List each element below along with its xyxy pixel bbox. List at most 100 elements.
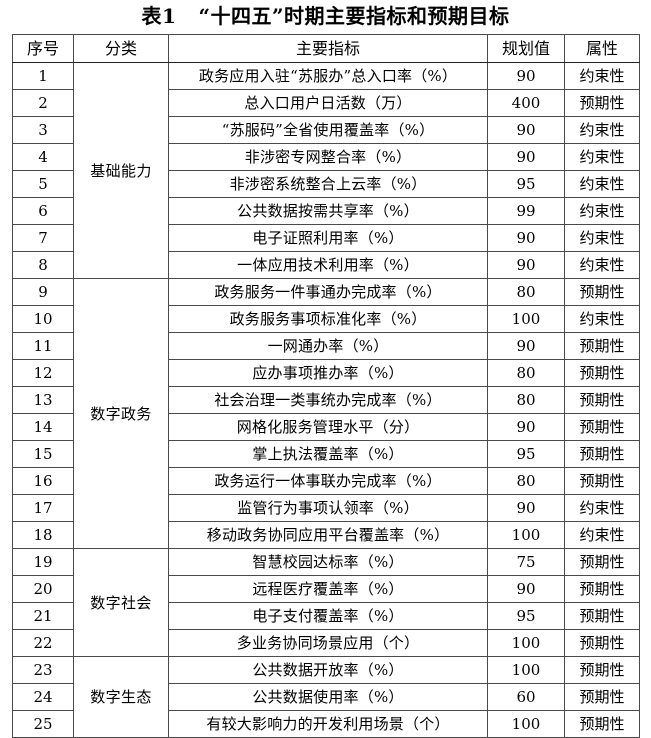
cell-value: 100 [487, 629, 565, 657]
cell-attribute: 预期性 [564, 683, 640, 711]
cell-seq: 2 [12, 89, 74, 117]
cell-indicator: “苏服码”全省使用覆盖率（%） [168, 116, 488, 144]
table-row: 7 电子证照利用率（%） 90 约束性 [12, 224, 640, 252]
cell-attribute: 约束性 [564, 521, 640, 549]
cell-indicator: 公共数据开放率（%） [168, 656, 488, 684]
table-title-text: “十四五”时期主要指标和预期目标 [198, 4, 510, 28]
table-row: 4 非涉密专网整合率（%） 90 约束性 [12, 143, 640, 171]
cell-seq: 12 [12, 359, 74, 387]
cell-indicator: 政务服务一件事通办完成率（%） [168, 278, 488, 306]
column-header-category: 分类 [73, 34, 169, 63]
cell-value: 80 [487, 467, 565, 495]
cell-value: 80 [487, 359, 565, 387]
cell-attribute: 约束性 [564, 143, 640, 171]
cell-seq: 19 [12, 548, 74, 576]
cell-indicator: 社会治理一类事统办完成率（%） [168, 386, 488, 414]
cell-attribute: 预期性 [564, 413, 640, 441]
cell-attribute: 预期性 [564, 548, 640, 576]
cell-indicator: 政务服务事项标准化率（%） [168, 305, 488, 333]
table-header: 序号 分类 主要指标 规划值 属性 [12, 34, 640, 63]
column-header-seq: 序号 [12, 34, 74, 63]
table-row: 22 多业务协同场景应用（个） 100 预期性 [12, 629, 640, 657]
cell-attribute: 约束性 [564, 251, 640, 279]
cell-indicator: 远程医疗覆盖率（%） [168, 575, 488, 603]
column-header-value: 规划值 [487, 34, 565, 63]
cell-seq: 13 [12, 386, 74, 414]
cell-indicator: 非涉密专网整合率（%） [168, 143, 488, 171]
table-row: 13 社会治理一类事统办完成率（%） 80 预期性 [12, 386, 640, 414]
cell-attribute: 预期性 [564, 359, 640, 387]
cell-value: 100 [487, 521, 565, 549]
table-row: 21 电子支付覆盖率（%） 95 预期性 [12, 602, 640, 630]
table-row: 9 数字政务 政务服务一件事通办完成率（%） 80 预期性 [12, 278, 640, 549]
cell-seq: 18 [12, 521, 74, 549]
cell-indicator: 总入口用户日活数（万） [168, 89, 488, 117]
table-row: 19 数字社会 智慧校园达标率（%） 75 预期性 [12, 548, 640, 657]
cell-seq: 23 [12, 656, 74, 684]
cell-attribute: 约束性 [564, 197, 640, 225]
header-row: 序号 分类 主要指标 规划值 属性 [12, 34, 640, 63]
cell-indicator: 一网通办率（%） [168, 332, 488, 360]
table-row: 14 网格化服务管理水平（分） 90 预期性 [12, 413, 640, 441]
document-page: 表1 “十四五”时期主要指标和预期目标 序号 分类 主要指标 规划值 属性 1 基础… [12, 4, 640, 738]
cell-value: 90 [487, 251, 565, 279]
cell-indicator: 应办事项推办率（%） [168, 359, 488, 387]
cell-attribute: 预期性 [564, 710, 640, 738]
cell-value: 75 [487, 548, 565, 576]
table-row: 6 公共数据按需共享率（%） 99 约束性 [12, 197, 640, 225]
cell-seq: 8 [12, 251, 74, 279]
cell-seq: 5 [12, 170, 74, 198]
cell-seq: 6 [12, 197, 74, 225]
table-row: 3 “苏服码”全省使用覆盖率（%） 90 约束性 [12, 116, 640, 144]
table-body: 1 基础能力 政务应用入驻“苏服办”总入口率（%） 90 约束性 2 总入口用户日活数（万）… [12, 62, 640, 738]
cell-indicator: 一体应用技术利用率（%） [168, 251, 488, 279]
cell-seq: 1 [12, 62, 74, 90]
cell-value: 95 [487, 440, 565, 468]
cell-attribute: 预期性 [564, 278, 640, 306]
cell-value: 90 [487, 575, 565, 603]
cell-seq: 3 [12, 116, 74, 144]
cell-attribute: 预期性 [564, 656, 640, 684]
cell-attribute: 预期性 [564, 602, 640, 630]
table-number: 表1 [141, 4, 177, 28]
cell-seq: 17 [12, 494, 74, 522]
cell-indicator: 电子证照利用率（%） [168, 224, 488, 252]
cell-value: 95 [487, 170, 565, 198]
cell-attribute: 约束性 [564, 116, 640, 144]
cell-seq: 22 [12, 629, 74, 657]
cell-indicator: 网格化服务管理水平（分） [168, 413, 488, 441]
cell-indicator: 多业务协同场景应用（个） [168, 629, 488, 657]
cell-attribute: 约束性 [564, 305, 640, 333]
cell-attribute: 预期性 [564, 575, 640, 603]
cell-indicator: 智慧校园达标率（%） [168, 548, 488, 576]
cell-seq: 15 [12, 440, 74, 468]
cell-value: 90 [487, 143, 565, 171]
cell-attribute: 预期性 [564, 629, 640, 657]
cell-attribute: 预期性 [564, 386, 640, 414]
cell-seq: 7 [12, 224, 74, 252]
cell-value: 400 [487, 89, 565, 117]
cell-value: 95 [487, 602, 565, 630]
cell-value: 99 [487, 197, 565, 225]
cell-indicator: 掌上执法覆盖率（%） [168, 440, 488, 468]
cell-indicator: 有较大影响力的开发利用场景（个） [168, 710, 488, 738]
cell-attribute: 约束性 [564, 170, 640, 198]
cell-category: 数字政务 [73, 278, 169, 549]
cell-indicator: 公共数据按需共享率（%） [168, 197, 488, 225]
cell-attribute: 约束性 [564, 494, 640, 522]
table-row: 16 政务运行一体事联办完成率（%） 80 预期性 [12, 467, 640, 495]
table-row: 23 数字生态 公共数据开放率（%） 100 预期性 [12, 656, 640, 738]
cell-attribute: 约束性 [564, 62, 640, 90]
cell-value: 80 [487, 278, 565, 306]
cell-indicator: 监管行为事项认领率（%） [168, 494, 488, 522]
cell-seq: 4 [12, 143, 74, 171]
cell-value: 90 [487, 413, 565, 441]
cell-seq: 14 [12, 413, 74, 441]
table-row: 17 监管行为事项认领率（%） 90 约束性 [12, 494, 640, 522]
cell-seq: 11 [12, 332, 74, 360]
cell-seq: 24 [12, 683, 74, 711]
cell-indicator: 电子支付覆盖率（%） [168, 602, 488, 630]
cell-seq: 16 [12, 467, 74, 495]
cell-seq: 9 [12, 278, 74, 306]
cell-value: 100 [487, 710, 565, 738]
